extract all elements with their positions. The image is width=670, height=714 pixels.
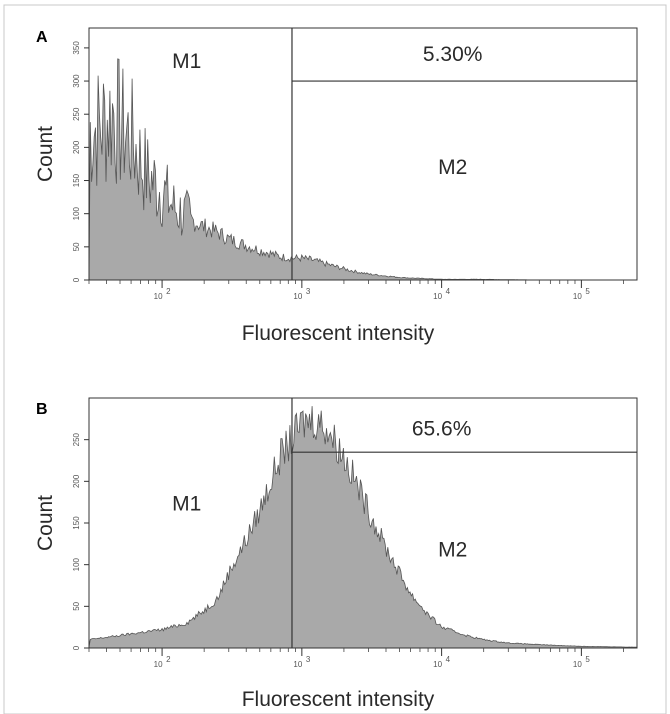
- gate-percent-label: 65.6%: [412, 418, 472, 441]
- y-tick-label: 150: [72, 173, 81, 187]
- gate-percent-label: 5.30%: [423, 43, 483, 66]
- y-axis-title: Count: [34, 495, 57, 551]
- x-axis-title: Fluorescent intensity: [242, 688, 435, 711]
- y-tick-label: 200: [72, 140, 81, 154]
- x-tick-label: 10: [573, 660, 582, 669]
- x-tick-label: 10: [433, 292, 442, 301]
- plot-frame: [88, 27, 638, 281]
- y-axis-title: Count: [34, 126, 57, 182]
- gate-label-m1: M1: [172, 50, 201, 73]
- y-tick-label: 0: [72, 277, 81, 282]
- x-tick-label: 10: [293, 660, 302, 669]
- y-tick-label: 250: [72, 107, 81, 121]
- x-tick-label: 10: [293, 292, 302, 301]
- y-tick-label: 200: [72, 474, 81, 488]
- y-tick-label: 0: [72, 645, 81, 650]
- gate-label-m2: M2: [438, 156, 467, 179]
- x-tick-exponent: 5: [585, 287, 590, 296]
- x-tick-label: 10: [573, 292, 582, 301]
- x-tick-exponent: 2: [166, 287, 171, 296]
- chart-panel-a: AM1M25.30%102103104105050100150200250300…: [34, 27, 638, 345]
- gate-label-m1: M1: [172, 493, 201, 516]
- panel-label: A: [36, 29, 48, 46]
- x-tick-exponent: 4: [446, 287, 451, 296]
- x-tick-exponent: 4: [446, 655, 451, 664]
- gate-label-m2: M2: [438, 538, 467, 561]
- x-tick-label: 10: [154, 292, 163, 301]
- x-tick-exponent: 5: [585, 655, 590, 664]
- x-axis-title: Fluorescent intensity: [242, 322, 435, 345]
- y-tick-label: 250: [72, 432, 81, 446]
- panel-label: B: [36, 401, 48, 418]
- chart-panel-b: BM1M265.6%102103104105050100150200250Flu…: [34, 397, 638, 711]
- y-tick-label: 350: [72, 41, 81, 55]
- x-tick-exponent: 3: [306, 655, 311, 664]
- histogram-area: [88, 58, 637, 281]
- x-tick-exponent: 2: [166, 655, 171, 664]
- y-tick-label: 300: [72, 74, 81, 88]
- x-tick-label: 10: [154, 660, 163, 669]
- x-tick-label: 10: [433, 660, 442, 669]
- y-tick-label: 50: [72, 242, 81, 251]
- x-tick-exponent: 3: [306, 287, 311, 296]
- y-tick-label: 150: [72, 516, 81, 530]
- y-tick-label: 50: [72, 601, 81, 610]
- histogram-area: [88, 406, 638, 649]
- y-tick-label: 100: [72, 557, 81, 571]
- y-tick-label: 100: [72, 206, 81, 220]
